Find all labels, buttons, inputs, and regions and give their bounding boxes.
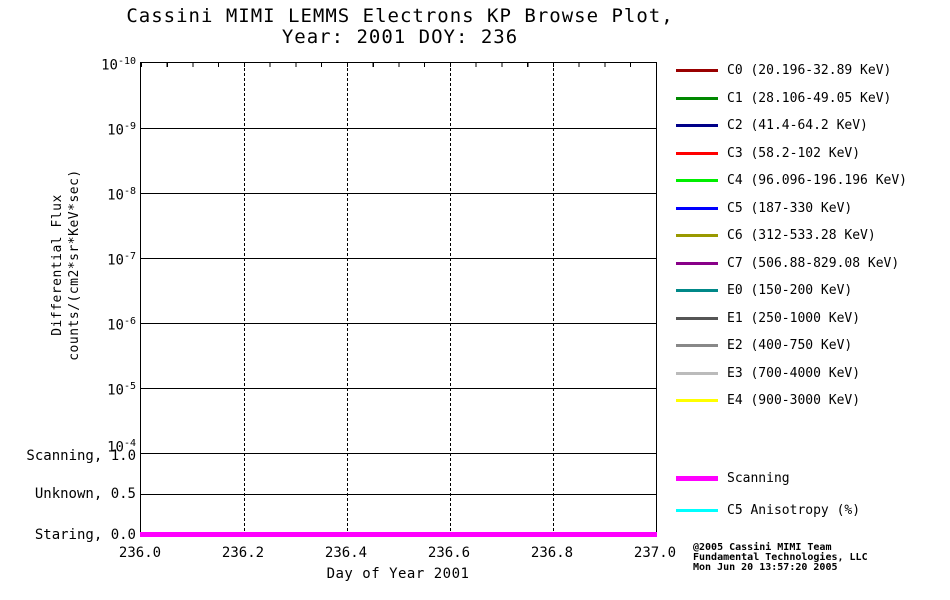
legend-label-scanning: Scanning (727, 470, 790, 486)
legend-label-c2: C2 (41.4-64.2 KeV) (727, 117, 868, 133)
legend-swatch-e3 (676, 371, 718, 375)
y-tick-label-1e-8: 10-8 (58, 182, 136, 204)
legend-label-e1: E1 (250-1000 KeV) (727, 310, 861, 326)
legend-item-e0: E0 (150-200 KeV) (676, 282, 946, 298)
credit-block: @2005 Cassini MIMI Team Fundamental Tech… (693, 543, 868, 573)
x-tick-236-2: 236.2 (221, 545, 265, 561)
credit-line2: Fundamental Technologies, LLC (693, 552, 868, 563)
legend-item-c5-anisotropy: C5 Anisotropy (%) (676, 502, 946, 518)
x-tick-236-0: 236.0 (118, 545, 162, 561)
legend-item-e3: E3 (700-4000 KeV) (676, 365, 946, 381)
credit-line1: @2005 Cassini MIMI Team (693, 542, 832, 553)
gridline-h-status-05 (141, 494, 656, 495)
legend-label-e3: E3 (700-4000 KeV) (727, 365, 861, 381)
x-tick-236-6: 236.6 (427, 545, 471, 561)
legend-label-c3: C3 (58.2-102 KeV) (727, 145, 861, 161)
y-tick-base: 10 (107, 252, 124, 269)
legend-label-e2: E2 (400-750 KeV) (727, 337, 853, 353)
y-tick-base: 10 (101, 57, 118, 74)
legend-item-e4: E4 (900-3000 KeV) (676, 392, 946, 408)
legend-swatch-c6 (676, 233, 718, 237)
gridline-h-1e-9 (141, 128, 656, 129)
plot-title: Cassini MIMI LEMMS Electrons KP Browse P… (100, 6, 700, 48)
legend-swatch-c4 (676, 178, 718, 182)
legend-item-c6: C6 (312-533.28 KeV) (676, 227, 946, 243)
legend-swatch-scanning (676, 475, 718, 481)
gridline-h-1e-7 (141, 258, 656, 259)
y-tick-label-1e-7: 10-7 (58, 247, 136, 269)
gridline-h-1e-6 (141, 323, 656, 324)
gridline-h-1e-5 (141, 388, 656, 389)
gridline-h-1e-4 (141, 453, 656, 454)
legend-swatch-c1 (676, 96, 718, 100)
y-tick-label-1e-6: 10-6 (58, 312, 136, 334)
legend-swatch-c0 (676, 68, 718, 72)
legend-item-c3: C3 (58.2-102 KeV) (676, 145, 946, 161)
legend-item-c7: C7 (506.88-829.08 KeV) (676, 255, 946, 271)
y-tick-exp: -10 (117, 56, 136, 67)
gridline-v-236-8 (553, 63, 554, 536)
legend-item-c1: C1 (28.106-49.05 KeV) (676, 90, 946, 106)
x-tick-236-8: 236.8 (530, 545, 574, 561)
legend-item-scanning: Scanning (676, 470, 946, 486)
y-tick-label-1e-9: 10-9 (58, 117, 136, 139)
x-tick-237-0: 237.0 (633, 545, 677, 561)
y-tick-exp: -6 (123, 316, 136, 327)
y-tick-base: 10 (107, 439, 124, 456)
y-tick-label-1e-4: 10-4 (58, 434, 136, 456)
y-tick-base: 10 (107, 317, 124, 334)
legend-label-c1: C1 (28.106-49.05 KeV) (727, 90, 892, 106)
legend-label-c7: C7 (506.88-829.08 KeV) (727, 255, 900, 271)
legend-label-e4: E4 (900-3000 KeV) (727, 392, 861, 408)
status-tick-scanning: Scanning, 1.0 (26, 448, 136, 464)
legend-item-c2: C2 (41.4-64.2 KeV) (676, 117, 946, 133)
y-tick-exp: -9 (123, 121, 136, 132)
y-tick-exp: -4 (123, 438, 136, 449)
plot-title-line1: Cassini MIMI LEMMS Electrons KP Browse P… (126, 5, 674, 27)
y-tick-base: 10 (107, 122, 124, 139)
legend-swatch-c5 (676, 206, 718, 210)
plot-area (140, 62, 657, 537)
legend-label-c6: C6 (312-533.28 KeV) (727, 227, 876, 243)
scanning-status-line (140, 532, 657, 537)
legend-label-c5-anisotropy: C5 Anisotropy (%) (727, 502, 861, 518)
x-minor-ticks-top (141, 63, 656, 67)
x-tick-236-4: 236.4 (324, 545, 368, 561)
legend-swatch-e2 (676, 343, 718, 347)
x-axis-label: Day of Year 2001 (326, 566, 470, 582)
gridline-v-236-4 (347, 63, 348, 536)
legend-item-c5: C5 (187-330 KeV) (676, 200, 946, 216)
credit-line3: Mon Jun 20 13:57:20 2005 (693, 562, 838, 573)
status-tick-unknown: Unknown, 0.5 (34, 486, 136, 502)
y-tick-exp: -8 (123, 186, 136, 197)
gridline-h-1e-8 (141, 193, 656, 194)
y-tick-exp: -5 (123, 381, 136, 392)
y-tick-base: 10 (107, 382, 124, 399)
legend-swatch-c7 (676, 261, 718, 265)
legend-label-e0: E0 (150-200 KeV) (727, 282, 853, 298)
legend-swatch-e0 (676, 288, 718, 292)
legend-item-e1: E1 (250-1000 KeV) (676, 310, 946, 326)
plot-title-line2: Year: 2001 DOY: 236 (281, 26, 519, 48)
legend-item-c4: C4 (96.096-196.196 KeV) (676, 172, 946, 188)
legend-swatch-c5-anisotropy (676, 508, 718, 512)
gridline-v-236-6 (450, 63, 451, 536)
legend-swatch-e1 (676, 316, 718, 320)
y-tick-base: 10 (107, 187, 124, 204)
legend-item-c0: C0 (20.196-32.89 KeV) (676, 62, 946, 78)
legend-label-c5: C5 (187-330 KeV) (727, 200, 853, 216)
legend-swatch-c2 (676, 123, 718, 127)
status-tick-staring: Staring, 0.0 (34, 527, 136, 543)
legend-swatch-e4 (676, 398, 718, 402)
y-tick-label-1e-5: 10-5 (58, 377, 136, 399)
y-tick-exp: -7 (123, 251, 136, 262)
legend-item-e2: E2 (400-750 KeV) (676, 337, 946, 353)
legend-label-c4: C4 (96.096-196.196 KeV) (727, 172, 908, 188)
y-tick-label-1e-10: 10-10 (58, 52, 136, 74)
legend-label-c0: C0 (20.196-32.89 KeV) (727, 62, 892, 78)
gridline-v-236-2 (244, 63, 245, 536)
legend-swatch-c3 (676, 151, 718, 155)
